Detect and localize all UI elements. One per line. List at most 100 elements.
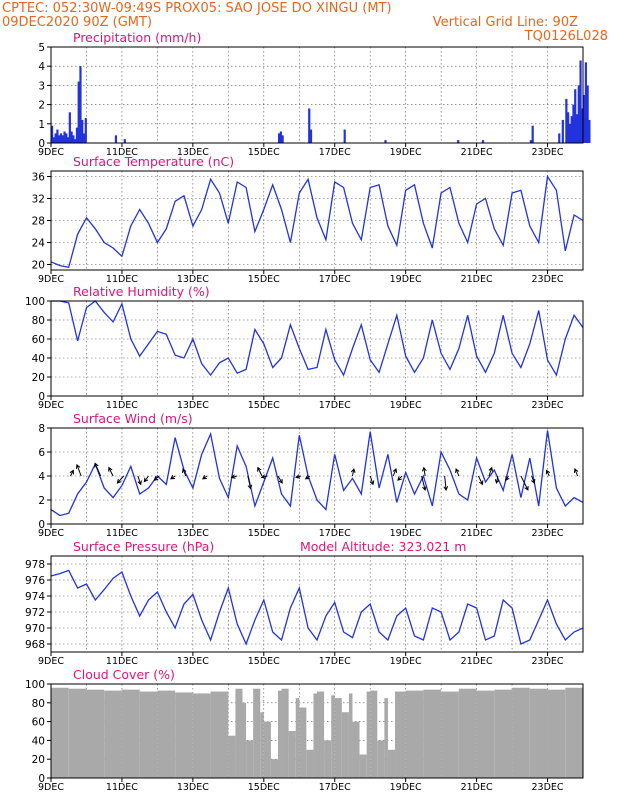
precip-bar [310, 130, 312, 143]
cloud-title: Cloud Cover (%) [73, 667, 175, 682]
cloud-bar [349, 693, 353, 778]
y-tick-label: 3 [38, 80, 45, 92]
y-tick-label: 5 [38, 42, 45, 54]
header-model: TQ0126L028 [524, 29, 608, 44]
precip-bar [562, 120, 564, 143]
x-tick-label: 17DEC [319, 400, 351, 411]
cloud-bar [331, 695, 335, 778]
precip-bar [124, 139, 126, 143]
panel-cloud: 0204060801009DEC 11DEC 13DEC 15DEC 17DEC 19DE… [25, 667, 584, 793]
panel-precip: 0 1 2 3 4 5 9DEC 11DEC 13DEC 15DEC 17DEC 19DEC 21DEC… [38, 30, 591, 158]
y-tick-label: 20 [32, 372, 45, 384]
y-tick-label: 20 [32, 260, 45, 272]
cloud-bar [278, 691, 282, 778]
cloud-bar [512, 688, 530, 778]
wind-vector [546, 470, 549, 476]
cloud-bar [289, 731, 296, 778]
cloud-bar [264, 722, 271, 778]
cloud-bar [243, 703, 247, 778]
x-tick-label: 15DEC [248, 274, 280, 285]
y-tick-label: 2 [38, 100, 45, 112]
wind-vector [506, 476, 510, 480]
cloud-bar [477, 691, 495, 778]
x-tick-label: 9DEC [38, 656, 64, 667]
x-tick-label: 15DEC [248, 656, 280, 667]
x-tick-label: 19DEC [390, 147, 422, 158]
x-tick-label: 21DEC [461, 782, 493, 793]
wind-vector [574, 469, 578, 476]
x-tick-label: 17DEC [319, 274, 351, 285]
x-tick-label: 19DEC [390, 656, 422, 667]
y-tick-label: 972 [25, 607, 45, 619]
cloud-bar [342, 712, 349, 778]
wind-vector [351, 469, 355, 476]
x-tick-label: 15DEC [248, 782, 280, 793]
precip-bar [344, 130, 346, 143]
precip-bar [85, 118, 87, 143]
x-tick-label: 19DEC [390, 400, 422, 411]
cloud-bar [299, 708, 306, 779]
temp-title: Surface Temperature (nC) [73, 154, 234, 169]
wind-vector [398, 476, 402, 480]
cloud-bar [395, 692, 406, 778]
cloud-bar [388, 750, 395, 778]
x-tick-label: 17DEC [319, 147, 351, 158]
cloud-bar [335, 698, 342, 778]
x-tick-label: 19DEC [390, 528, 422, 539]
x-tick-label: 21DEC [461, 528, 493, 539]
cloud-bar [494, 690, 512, 778]
x-tick-label: 9DEC [38, 528, 64, 539]
x-tick-label: 9DEC [38, 274, 64, 285]
y-tick-label: 80 [32, 698, 45, 710]
temp-line [51, 177, 583, 268]
y-tick-label: 4 [38, 471, 45, 483]
cloud-bar [360, 755, 367, 779]
humidity-line [51, 301, 583, 375]
precip-frame [51, 47, 583, 143]
cloud-bar [260, 712, 264, 778]
cloud-bar [175, 692, 193, 778]
cloud-bar [122, 690, 140, 778]
cloud-bar [530, 689, 548, 778]
cloud-bar [406, 691, 424, 778]
header-grid-line: Vertical Grid Line: 90Z [433, 15, 578, 30]
x-tick-label: 23DEC [532, 400, 564, 411]
cloud-bar [548, 690, 566, 778]
precip-title: Precipitation (mm/h) [73, 30, 201, 45]
y-tick-label: 968 [25, 639, 45, 651]
x-tick-label: 13DEC [177, 528, 209, 539]
cloud-bar [306, 750, 313, 778]
precip-bar [532, 126, 534, 143]
cloud-bar [441, 692, 459, 778]
y-tick-label: 6 [38, 447, 45, 459]
panel-humidity: 0204060801009DEC 11DEC 13DEC 15DEC 17DEC 19DE… [25, 284, 583, 411]
y-tick-label: 974 [25, 591, 45, 603]
x-tick-label: 23DEC [532, 528, 564, 539]
pressure-subtitle: Model Altitude: 323.021 m [300, 539, 466, 554]
cloud-bar [313, 693, 317, 778]
wind-vector [138, 476, 142, 484]
wind-vector [393, 469, 397, 476]
header-date: 09DEC2020 90Z (GMT) [2, 15, 152, 30]
x-tick-label: 17DEC [319, 782, 351, 793]
wind-vector [444, 476, 448, 490]
panel-wind: 024689DEC 11DEC 13DEC 15DEC 17DEC 19DEC 21DEC 2… [38, 411, 583, 539]
cloud-bar [384, 698, 388, 778]
wind-vector [296, 475, 301, 479]
y-tick-label: 80 [32, 315, 45, 327]
x-tick-label: 15DEC [248, 528, 280, 539]
cloud-bar [104, 691, 122, 778]
cloud-bar [193, 693, 211, 778]
y-tick-label: 20 [32, 754, 45, 766]
y-tick-label: 100 [25, 296, 45, 308]
y-tick-label: 40 [32, 735, 45, 747]
y-tick-label: 978 [25, 559, 45, 571]
wind-line [51, 430, 583, 515]
wind-vector [117, 476, 123, 483]
y-tick-label: 970 [25, 623, 45, 635]
x-tick-label: 23DEC [532, 656, 564, 667]
x-tick-label: 17DEC [319, 656, 351, 667]
cloud-bar [51, 688, 69, 778]
cloud-bar [317, 692, 324, 778]
